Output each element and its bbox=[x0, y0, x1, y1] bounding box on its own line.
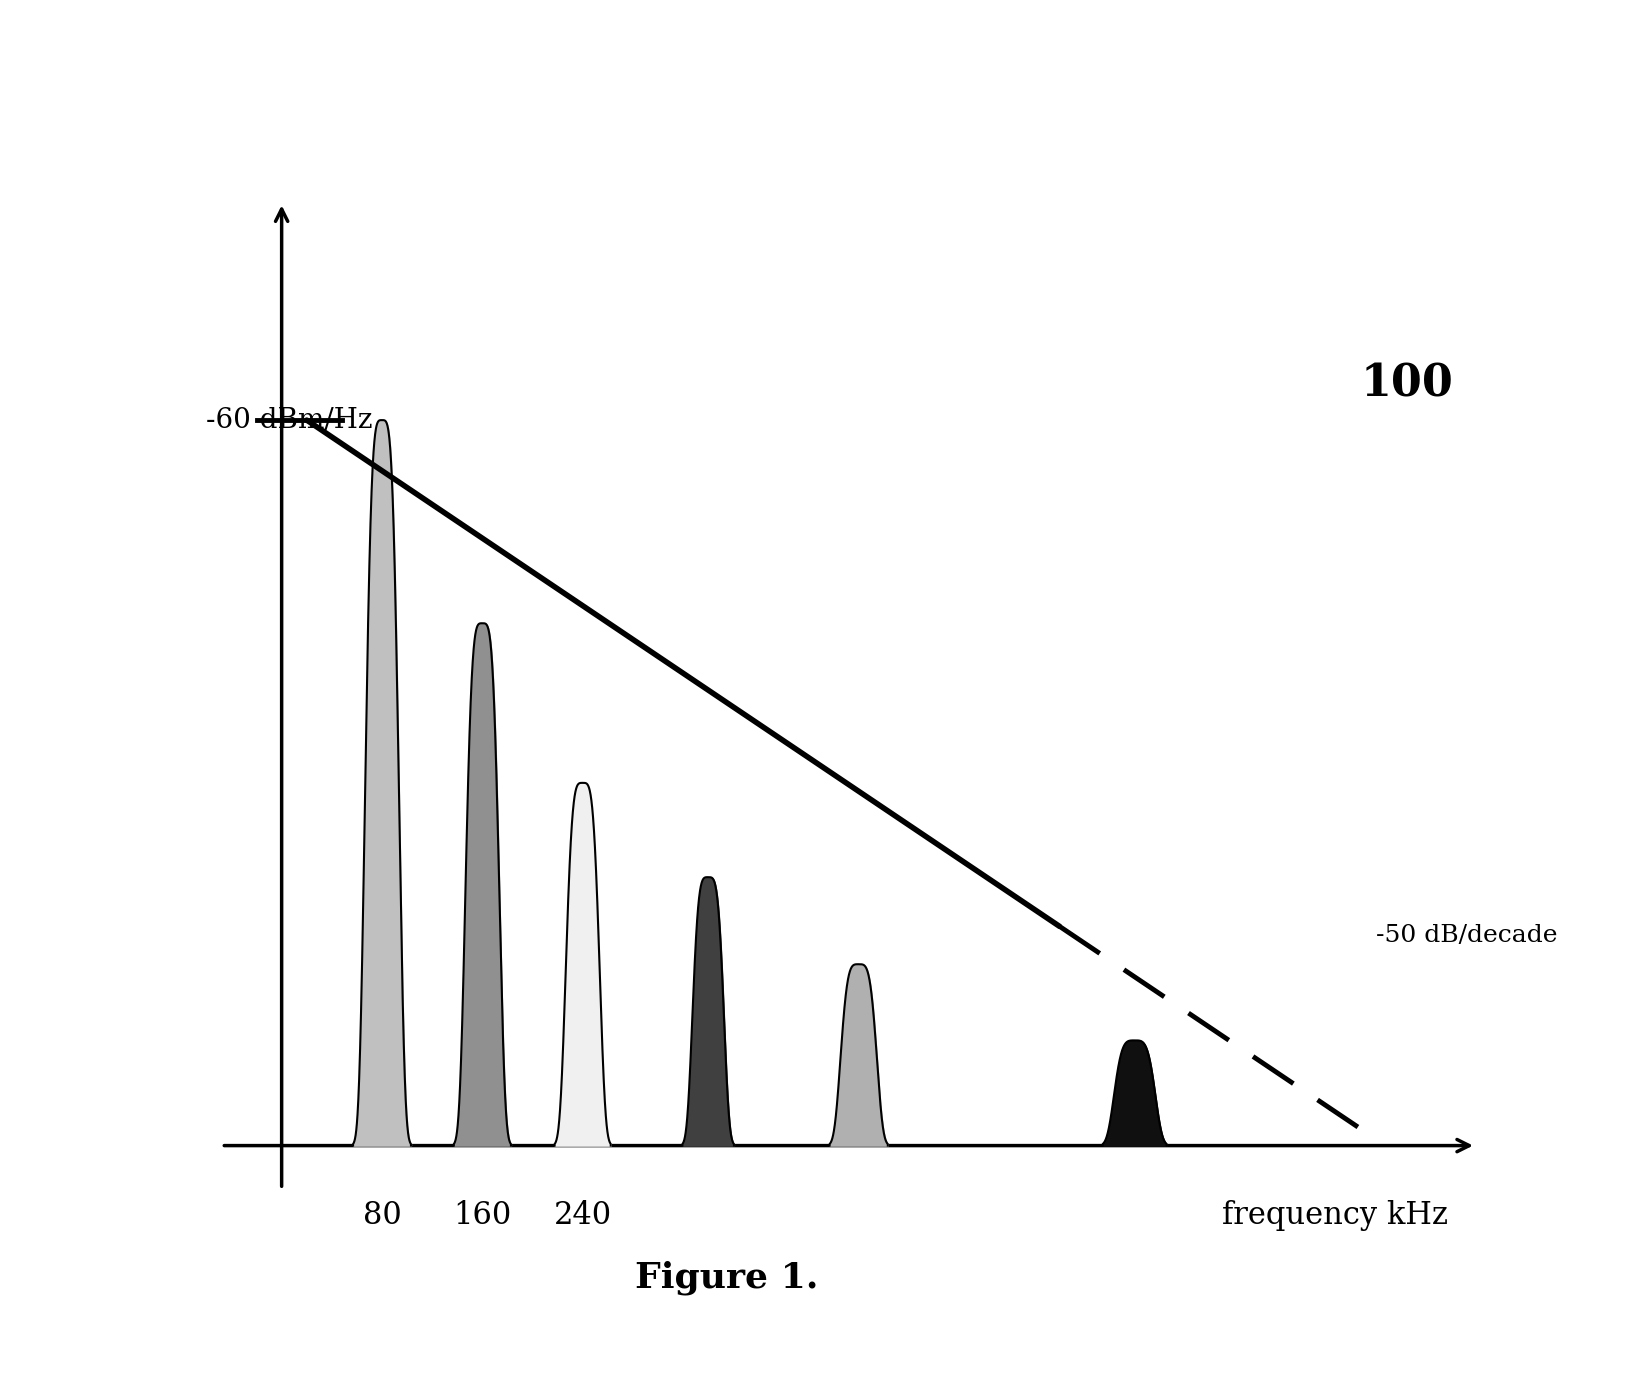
Text: 240: 240 bbox=[553, 1199, 613, 1231]
Text: Figure 1.: Figure 1. bbox=[634, 1260, 819, 1295]
Text: -50 dB/decade: -50 dB/decade bbox=[1375, 924, 1557, 947]
Text: 100: 100 bbox=[1360, 363, 1453, 406]
Text: 80: 80 bbox=[363, 1199, 401, 1231]
Text: 160: 160 bbox=[454, 1199, 512, 1231]
Text: -60 dBm/Hz: -60 dBm/Hz bbox=[206, 407, 373, 434]
Text: frequency kHz: frequency kHz bbox=[1222, 1199, 1448, 1231]
